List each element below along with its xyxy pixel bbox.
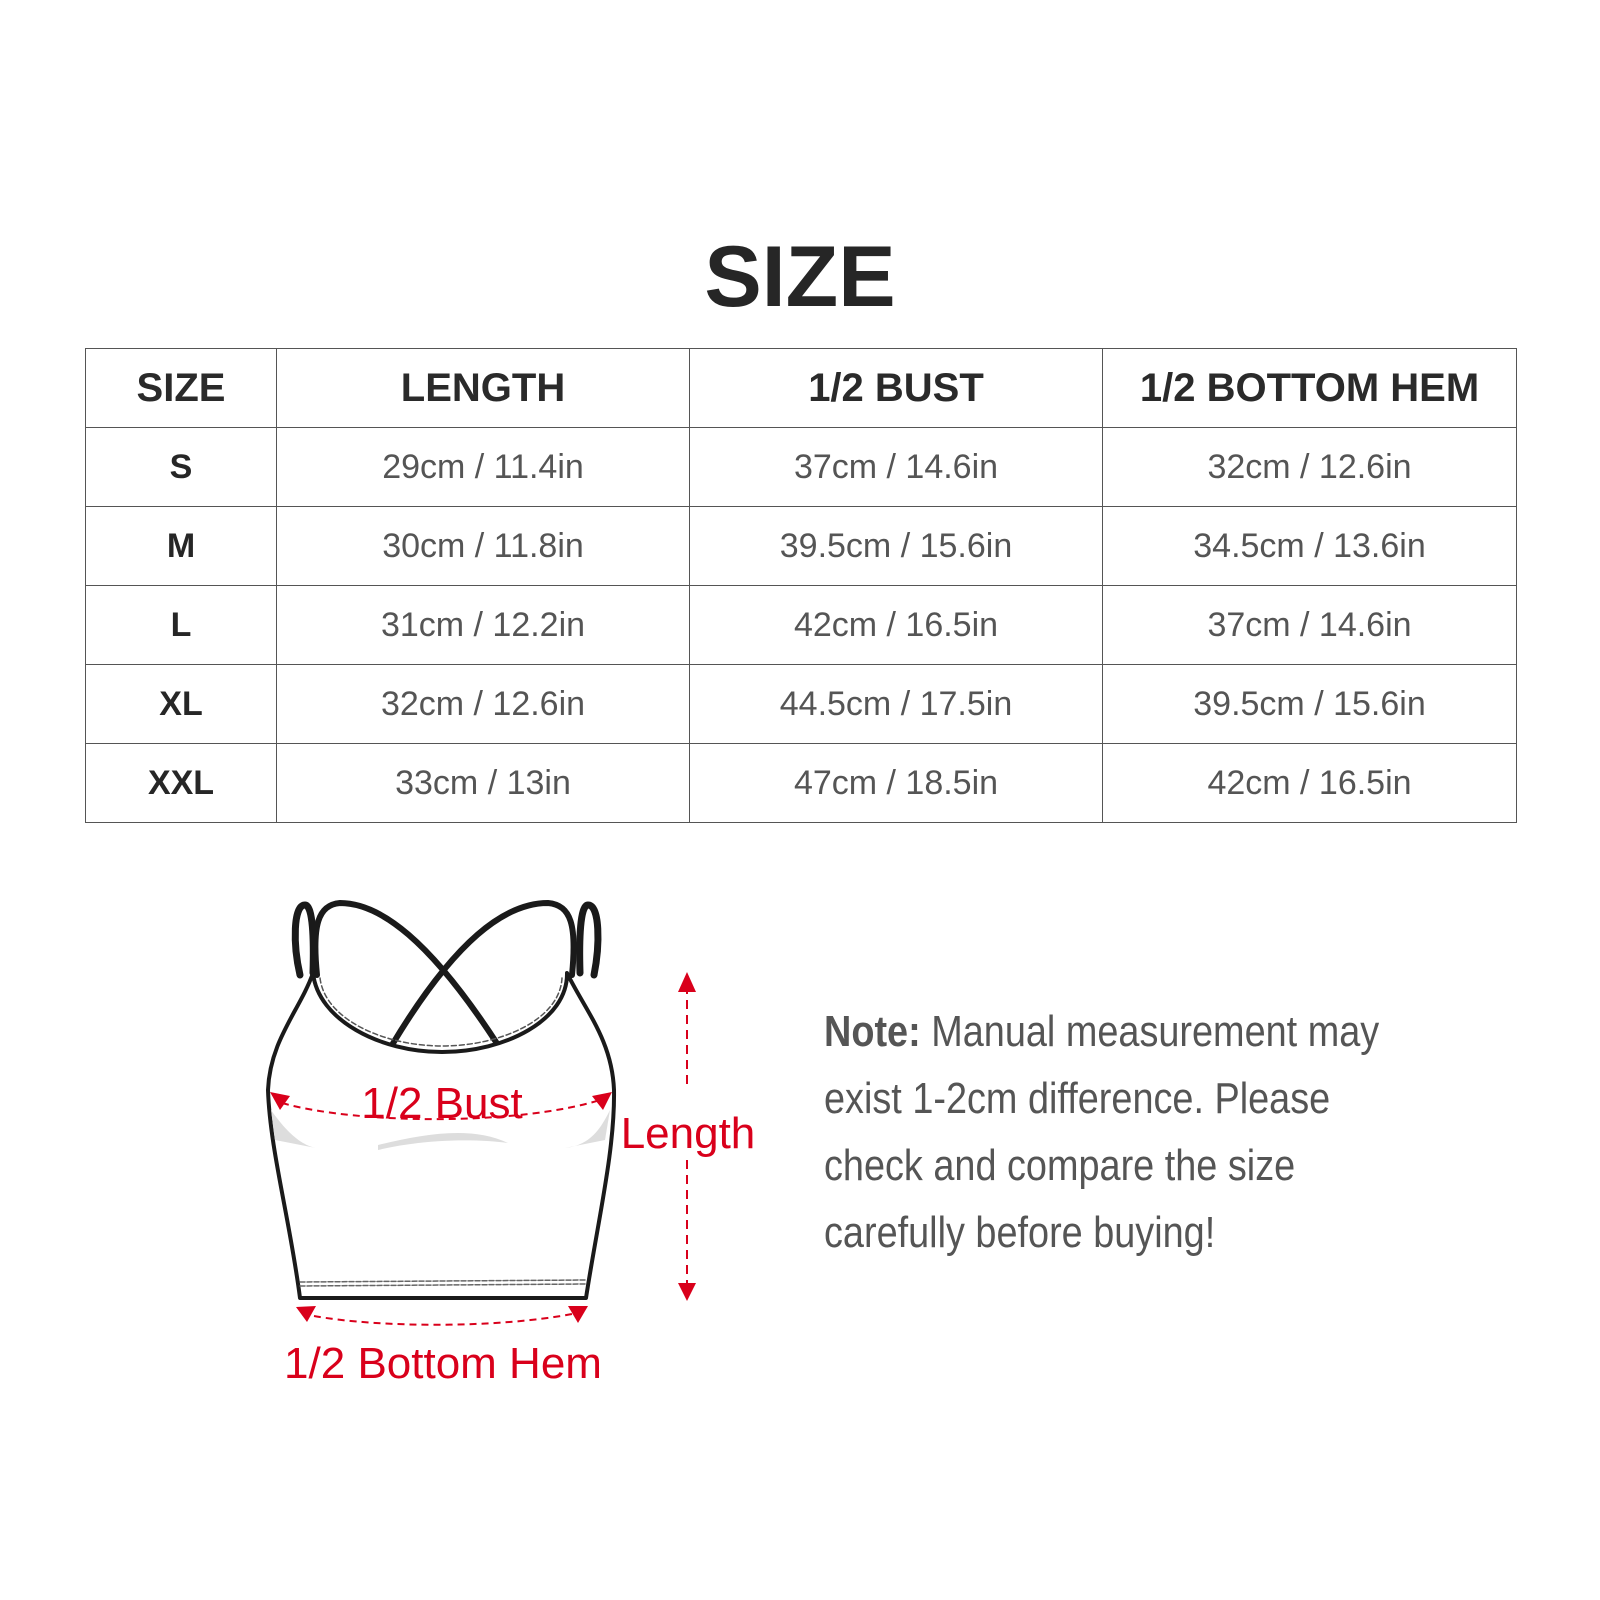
size-table: SIZE LENGTH 1/2 BUST 1/2 BOTTOM HEM S 29… <box>85 348 1517 823</box>
hem-cell: 39.5cm / 15.6in <box>1102 664 1517 744</box>
bust-cell: 42cm / 16.5in <box>689 585 1103 665</box>
table-row: S 29cm / 11.4in 37cm / 14.6in 32cm / 12.… <box>85 427 1517 507</box>
note-text: Note: Manual measurement may exist 1-2cm… <box>824 998 1409 1266</box>
bust-label: 1/2 Bust <box>361 1079 522 1128</box>
hem-label: 1/2 Bottom Hem <box>284 1339 602 1388</box>
hem-cell: 34.5cm / 13.6in <box>1102 506 1517 586</box>
hem-cell: 42cm / 16.5in <box>1102 743 1517 823</box>
length-label: Length <box>621 1109 756 1158</box>
bust-cell: 37cm / 14.6in <box>689 427 1103 507</box>
header-bottom-hem: 1/2 BOTTOM HEM <box>1102 348 1517 428</box>
table-row: XL 32cm / 12.6in 44.5cm / 17.5in 39.5cm … <box>85 664 1517 744</box>
bust-measure-arrow <box>270 1092 612 1121</box>
note-body: Manual measurement may exist 1-2cm diffe… <box>824 1007 1380 1257</box>
size-cell: L <box>85 585 277 665</box>
note-label: Note: <box>824 1007 921 1056</box>
header-size: SIZE <box>85 348 277 428</box>
bust-cell: 44.5cm / 17.5in <box>689 664 1103 744</box>
hem-measure-arrow <box>296 1306 588 1326</box>
page-title: SIZE <box>704 229 896 325</box>
bust-cell: 39.5cm / 15.6in <box>689 506 1103 586</box>
table-row: L 31cm / 12.2in 42cm / 16.5in 37cm / 14.… <box>85 585 1517 665</box>
table-row: M 30cm / 11.8in 39.5cm / 15.6in 34.5cm /… <box>85 506 1517 586</box>
header-bust: 1/2 BUST <box>689 348 1103 428</box>
table-row: XXL 33cm / 13in 47cm / 18.5in 42cm / 16.… <box>85 743 1517 823</box>
garment-diagram: 1/2 Bust Length 1/2 Bottom Hem <box>266 900 756 1388</box>
hem-cell: 32cm / 12.6in <box>1102 427 1517 507</box>
size-cell: XXL <box>85 743 277 823</box>
header-length: LENGTH <box>276 348 690 428</box>
length-measure-arrow <box>678 972 696 1301</box>
size-cell: XL <box>85 664 277 744</box>
length-cell: 29cm / 11.4in <box>276 427 690 507</box>
length-cell: 31cm / 12.2in <box>276 585 690 665</box>
crop-top-illustration <box>266 900 617 1300</box>
length-cell: 30cm / 11.8in <box>276 506 690 586</box>
table-header-row: SIZE LENGTH 1/2 BUST 1/2 BOTTOM HEM <box>85 348 1517 428</box>
hem-cell: 37cm / 14.6in <box>1102 585 1517 665</box>
length-cell: 33cm / 13in <box>276 743 690 823</box>
size-cell: M <box>85 506 277 586</box>
bust-cell: 47cm / 18.5in <box>689 743 1103 823</box>
size-cell: S <box>85 427 277 507</box>
length-cell: 32cm / 12.6in <box>276 664 690 744</box>
